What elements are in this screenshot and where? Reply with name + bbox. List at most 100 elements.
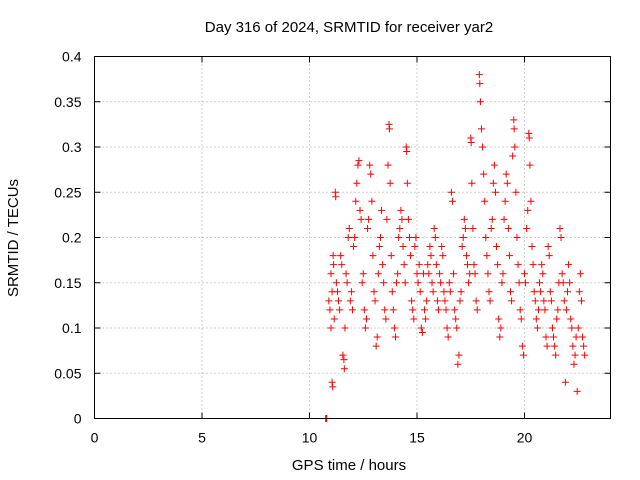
data-point [526, 161, 534, 169]
y-tick-label: 0.25 [54, 184, 81, 200]
data-point [328, 378, 336, 386]
data-point [341, 324, 349, 332]
data-point [456, 297, 464, 305]
data-point [501, 197, 509, 205]
data-point [505, 252, 513, 260]
data-point [464, 261, 472, 269]
data-point [543, 342, 551, 350]
data-point [485, 288, 493, 296]
data-point [340, 365, 348, 373]
data-point [564, 288, 571, 296]
data-point [435, 306, 442, 314]
data-point [502, 170, 510, 178]
data-point [365, 215, 373, 223]
data-point [575, 288, 583, 296]
data-point [468, 179, 476, 187]
data-point [482, 234, 490, 241]
data-point [430, 224, 438, 232]
data-point [507, 288, 515, 296]
y-tick-label: 0.2 [62, 230, 82, 246]
data-point [548, 324, 556, 332]
data-point [403, 148, 411, 156]
data-point [537, 288, 545, 296]
data-point [393, 279, 401, 287]
data-point [572, 333, 580, 341]
data-point [399, 243, 407, 251]
data-point [407, 252, 415, 260]
data-point [511, 143, 519, 151]
data-point [345, 224, 353, 232]
data-point [416, 288, 424, 296]
data-point [571, 351, 579, 359]
data-point [336, 306, 344, 314]
data-point [493, 243, 501, 251]
data-point [368, 197, 376, 205]
data-point [376, 234, 384, 241]
data-point [327, 270, 335, 278]
data-point [518, 342, 526, 350]
data-point [508, 297, 516, 305]
data-point [580, 342, 588, 350]
data-point [425, 270, 433, 278]
ticks-layer: 0 0.05 0.1 0.15 0.2 0.25 0.3 0.35 0.4 0 5 10 15 20 [54, 49, 611, 446]
data-point [545, 252, 553, 260]
data-point [346, 297, 354, 305]
data-point [360, 306, 368, 314]
data-point [453, 324, 461, 332]
data-point [357, 215, 365, 223]
x-tick-label: 15 [409, 430, 425, 446]
data-point [530, 288, 538, 296]
data-point [371, 297, 379, 305]
data-point [568, 324, 576, 332]
data-point [327, 324, 335, 332]
data-point [450, 270, 458, 278]
data-point [401, 279, 409, 287]
data-point [574, 324, 582, 332]
data-point [445, 279, 453, 287]
data-point [504, 224, 512, 232]
data-point [424, 261, 432, 269]
data-point [533, 324, 541, 332]
data-point [471, 270, 479, 278]
data-point [383, 215, 391, 223]
data-point [519, 351, 527, 359]
data-point [394, 270, 402, 278]
data-point [340, 356, 348, 364]
data-point [461, 224, 469, 232]
data-point [440, 288, 448, 296]
data-point [479, 143, 487, 151]
data-point [569, 342, 577, 350]
data-point [374, 270, 382, 278]
data-point [352, 197, 360, 205]
data-point [476, 98, 484, 106]
data-point [531, 297, 539, 305]
data-point [382, 315, 390, 323]
data-point [495, 315, 503, 323]
data-point [386, 179, 394, 187]
data-point [556, 224, 564, 232]
data-point [458, 243, 466, 251]
data-point [509, 152, 517, 160]
data-point [396, 224, 404, 232]
data-point [342, 270, 350, 278]
y-tick-label: 0.4 [62, 49, 82, 65]
data-point [380, 279, 388, 287]
data-point [499, 270, 507, 278]
data-point [370, 288, 378, 296]
data-point [392, 333, 399, 341]
data-point [411, 243, 419, 251]
data-point [438, 243, 446, 251]
data-point [418, 329, 426, 337]
data-point [332, 193, 340, 201]
data-point [521, 270, 528, 278]
data-point [338, 261, 346, 269]
data-point [451, 306, 459, 314]
data-point [369, 252, 377, 260]
data-point [330, 315, 338, 323]
data-point [567, 315, 575, 323]
data-point [444, 333, 452, 341]
data-point [510, 125, 518, 133]
data-point [364, 224, 372, 232]
y-tick-label: 0 [74, 411, 82, 427]
data-point [525, 134, 533, 142]
